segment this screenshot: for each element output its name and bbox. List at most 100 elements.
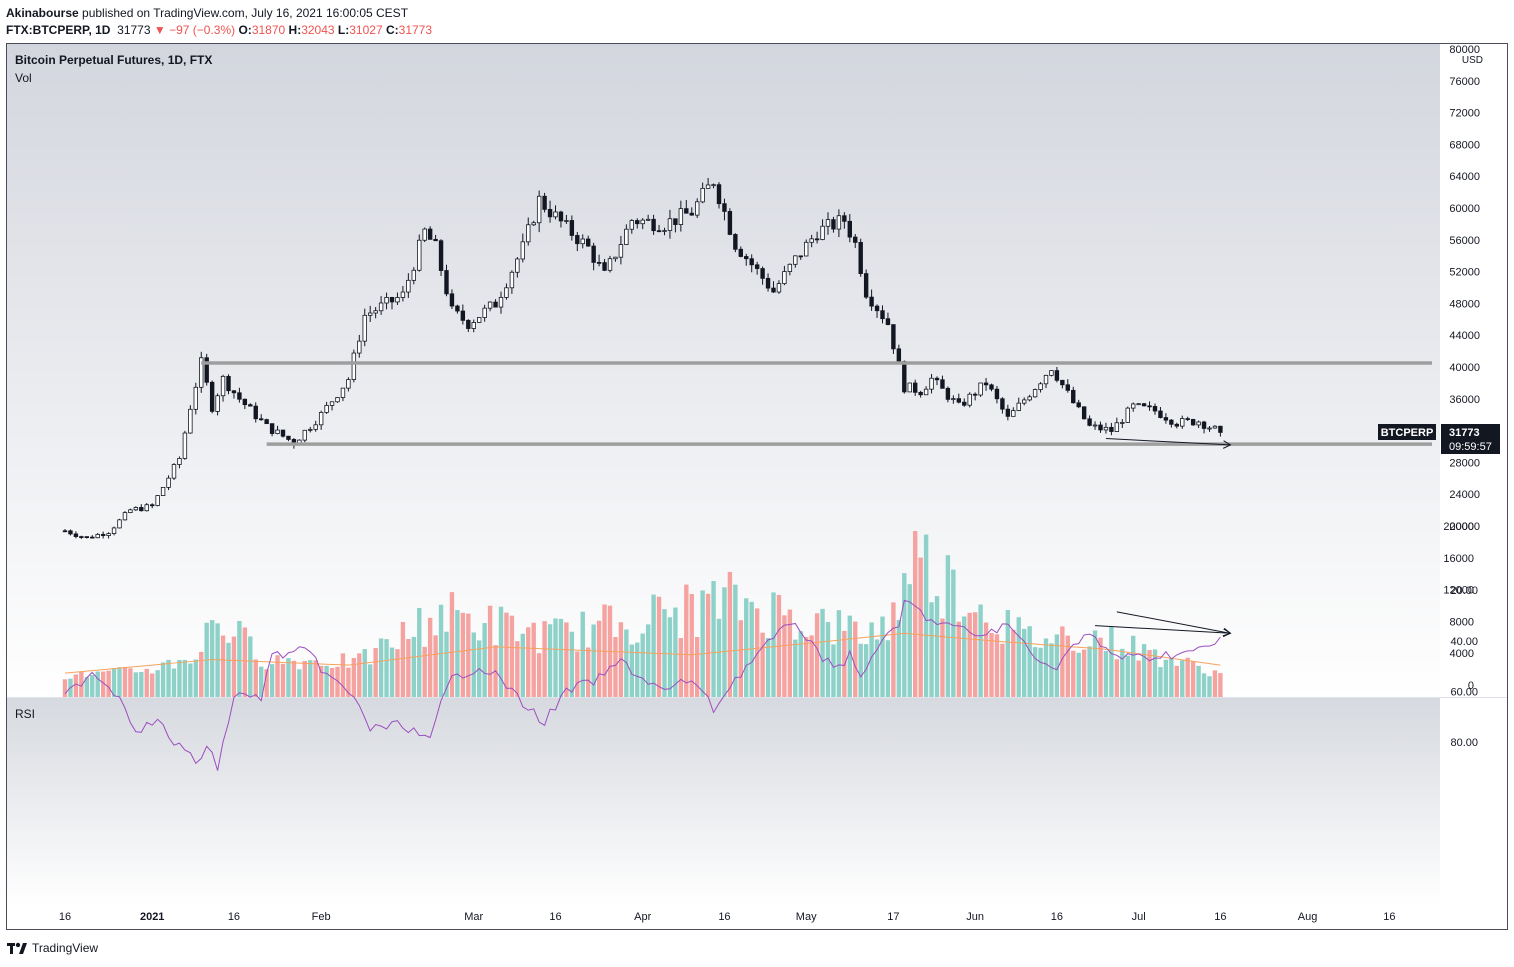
rsi-pane-background (7, 698, 1440, 906)
candle-body (673, 218, 678, 225)
volume-legend: Vol (15, 71, 32, 85)
volume-bar (962, 616, 967, 697)
volume-bar (1163, 659, 1169, 697)
candle-body (744, 256, 749, 260)
volume-bar (220, 635, 226, 697)
candle-body (596, 261, 602, 264)
currency-label: USD (1462, 55, 1483, 66)
volume-bar (411, 636, 416, 697)
volume-bar (880, 616, 885, 697)
volume-bar (945, 555, 951, 697)
time-tick-label: 17 (887, 911, 899, 923)
volume-bar (482, 622, 487, 697)
volume-bar (1092, 630, 1098, 697)
volume-bar (150, 673, 155, 697)
candle-body (814, 238, 820, 241)
volume-bar (1049, 643, 1054, 697)
candle-body (286, 435, 291, 440)
volume-bar (645, 624, 651, 697)
candle-body (858, 241, 863, 274)
rsi-tick-label: 20.00 (1450, 585, 1478, 597)
rsi-trendline-arrowhead (1222, 628, 1232, 638)
time-tick-label: 16 (1214, 911, 1226, 923)
price-tick-label: 36000 (1449, 394, 1480, 406)
candle-body (667, 218, 673, 231)
time-tick-label: Aug (1298, 911, 1318, 923)
volume-bar (635, 642, 640, 697)
volume-bar (340, 653, 346, 697)
volume-bar (586, 647, 591, 697)
volume-bar (804, 637, 809, 697)
candle-body (237, 392, 242, 400)
volume-bar (596, 620, 602, 697)
volume-bar (373, 647, 378, 697)
volume-bar (73, 674, 79, 697)
candle-body (1000, 398, 1005, 410)
volume-bar (509, 615, 515, 697)
volume-bar (466, 613, 471, 697)
low-value: 31027 (349, 23, 383, 37)
candle-body (346, 379, 351, 389)
volume-bar (362, 649, 367, 697)
volume-tick-label: 8000 (1450, 616, 1474, 628)
author-name[interactable]: Akinabourse (6, 6, 79, 20)
candle-body (433, 238, 438, 242)
time-tick-label: Feb (312, 911, 331, 923)
candle-body (1196, 421, 1201, 426)
volume-bar (923, 534, 929, 697)
volume-bar (673, 607, 678, 697)
candle-body (253, 405, 258, 420)
candle-body (504, 287, 509, 298)
candle-body (951, 398, 956, 401)
candle-body (1185, 418, 1190, 420)
candle-body (400, 291, 406, 298)
footer-brand[interactable]: TradingView (32, 941, 99, 955)
candle-body (1076, 402, 1081, 408)
candle-body (1022, 399, 1027, 404)
candle-body (929, 377, 934, 390)
time-tick-label: 16 (59, 911, 71, 923)
price-badge: BTCPERP 31773 09:59:57 (1378, 424, 1500, 454)
candle-body (885, 318, 891, 325)
candle-body (367, 312, 373, 316)
candle-body (1158, 410, 1163, 418)
candle-body (471, 322, 476, 329)
candle-body (983, 382, 989, 386)
candle-body (417, 239, 422, 271)
candle-body (1049, 370, 1054, 376)
candle-body (1152, 406, 1158, 412)
candle-body (613, 256, 618, 260)
volume-bar (111, 668, 117, 697)
candle-body (509, 271, 515, 289)
candle-body (406, 279, 411, 293)
price-tick-label: 68000 (1449, 139, 1480, 151)
candle-body (1087, 418, 1092, 426)
price-tick-label: 76000 (1449, 76, 1480, 88)
volume-bar (1076, 652, 1081, 697)
rsi-tick-label: 60.00 (1450, 686, 1478, 698)
volume-bar (378, 638, 384, 697)
candle-body (1174, 423, 1179, 427)
candle-body (275, 429, 280, 434)
volume-bar (324, 665, 329, 697)
volume-bar (825, 622, 831, 697)
candle-body (776, 283, 782, 293)
time-tick-label: 2021 (140, 911, 164, 923)
tradingview-logo-icon[interactable] (6, 940, 28, 956)
volume-bar (531, 622, 536, 697)
candle-body (73, 533, 79, 537)
volume-bar (1120, 648, 1125, 697)
volume-bar (994, 634, 1000, 697)
candle-body (182, 432, 188, 459)
candle-body (171, 464, 177, 479)
volume-bar (978, 604, 983, 697)
volume-bar (853, 621, 858, 697)
candle-body (962, 401, 967, 406)
candle-body (793, 255, 798, 265)
candle-body (199, 357, 204, 388)
volume-bar (1005, 610, 1011, 697)
candle-body (139, 507, 144, 512)
candle-body (487, 301, 493, 309)
candle-body (662, 230, 667, 232)
